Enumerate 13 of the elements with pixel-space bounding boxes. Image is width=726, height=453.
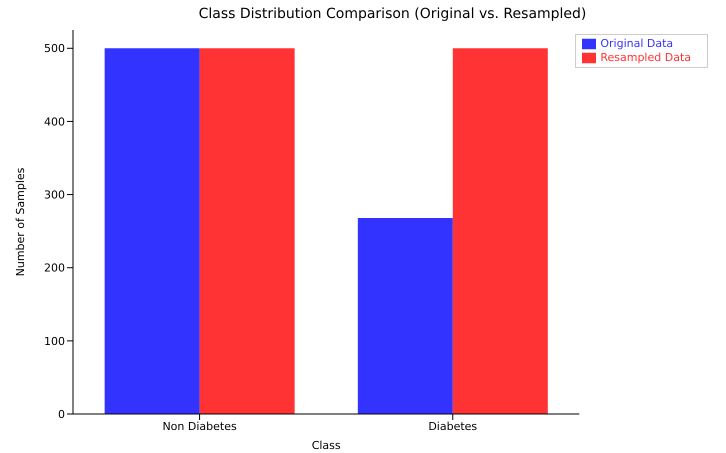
y-tick-label: 100 [44,334,65,348]
legend-label: Resampled Data [600,51,691,64]
y-tick-label: 200 [44,262,65,275]
x-tick-label: Diabetes [428,420,478,433]
x-axis-title: Class [312,439,341,452]
y-tick-label: 500 [44,42,65,56]
chart-title: Class Distribution Comparison (Original vs. Resampled) [198,6,588,22]
y-tick-label: 0 [58,408,65,421]
y-axis-title: Number of Samples [14,167,27,276]
y-tick-label: 400 [44,115,65,128]
y-tick-label: 300 [44,188,65,202]
x-tick-label: Non Diabetes [162,420,237,433]
legend-label: Original Data [600,37,674,50]
